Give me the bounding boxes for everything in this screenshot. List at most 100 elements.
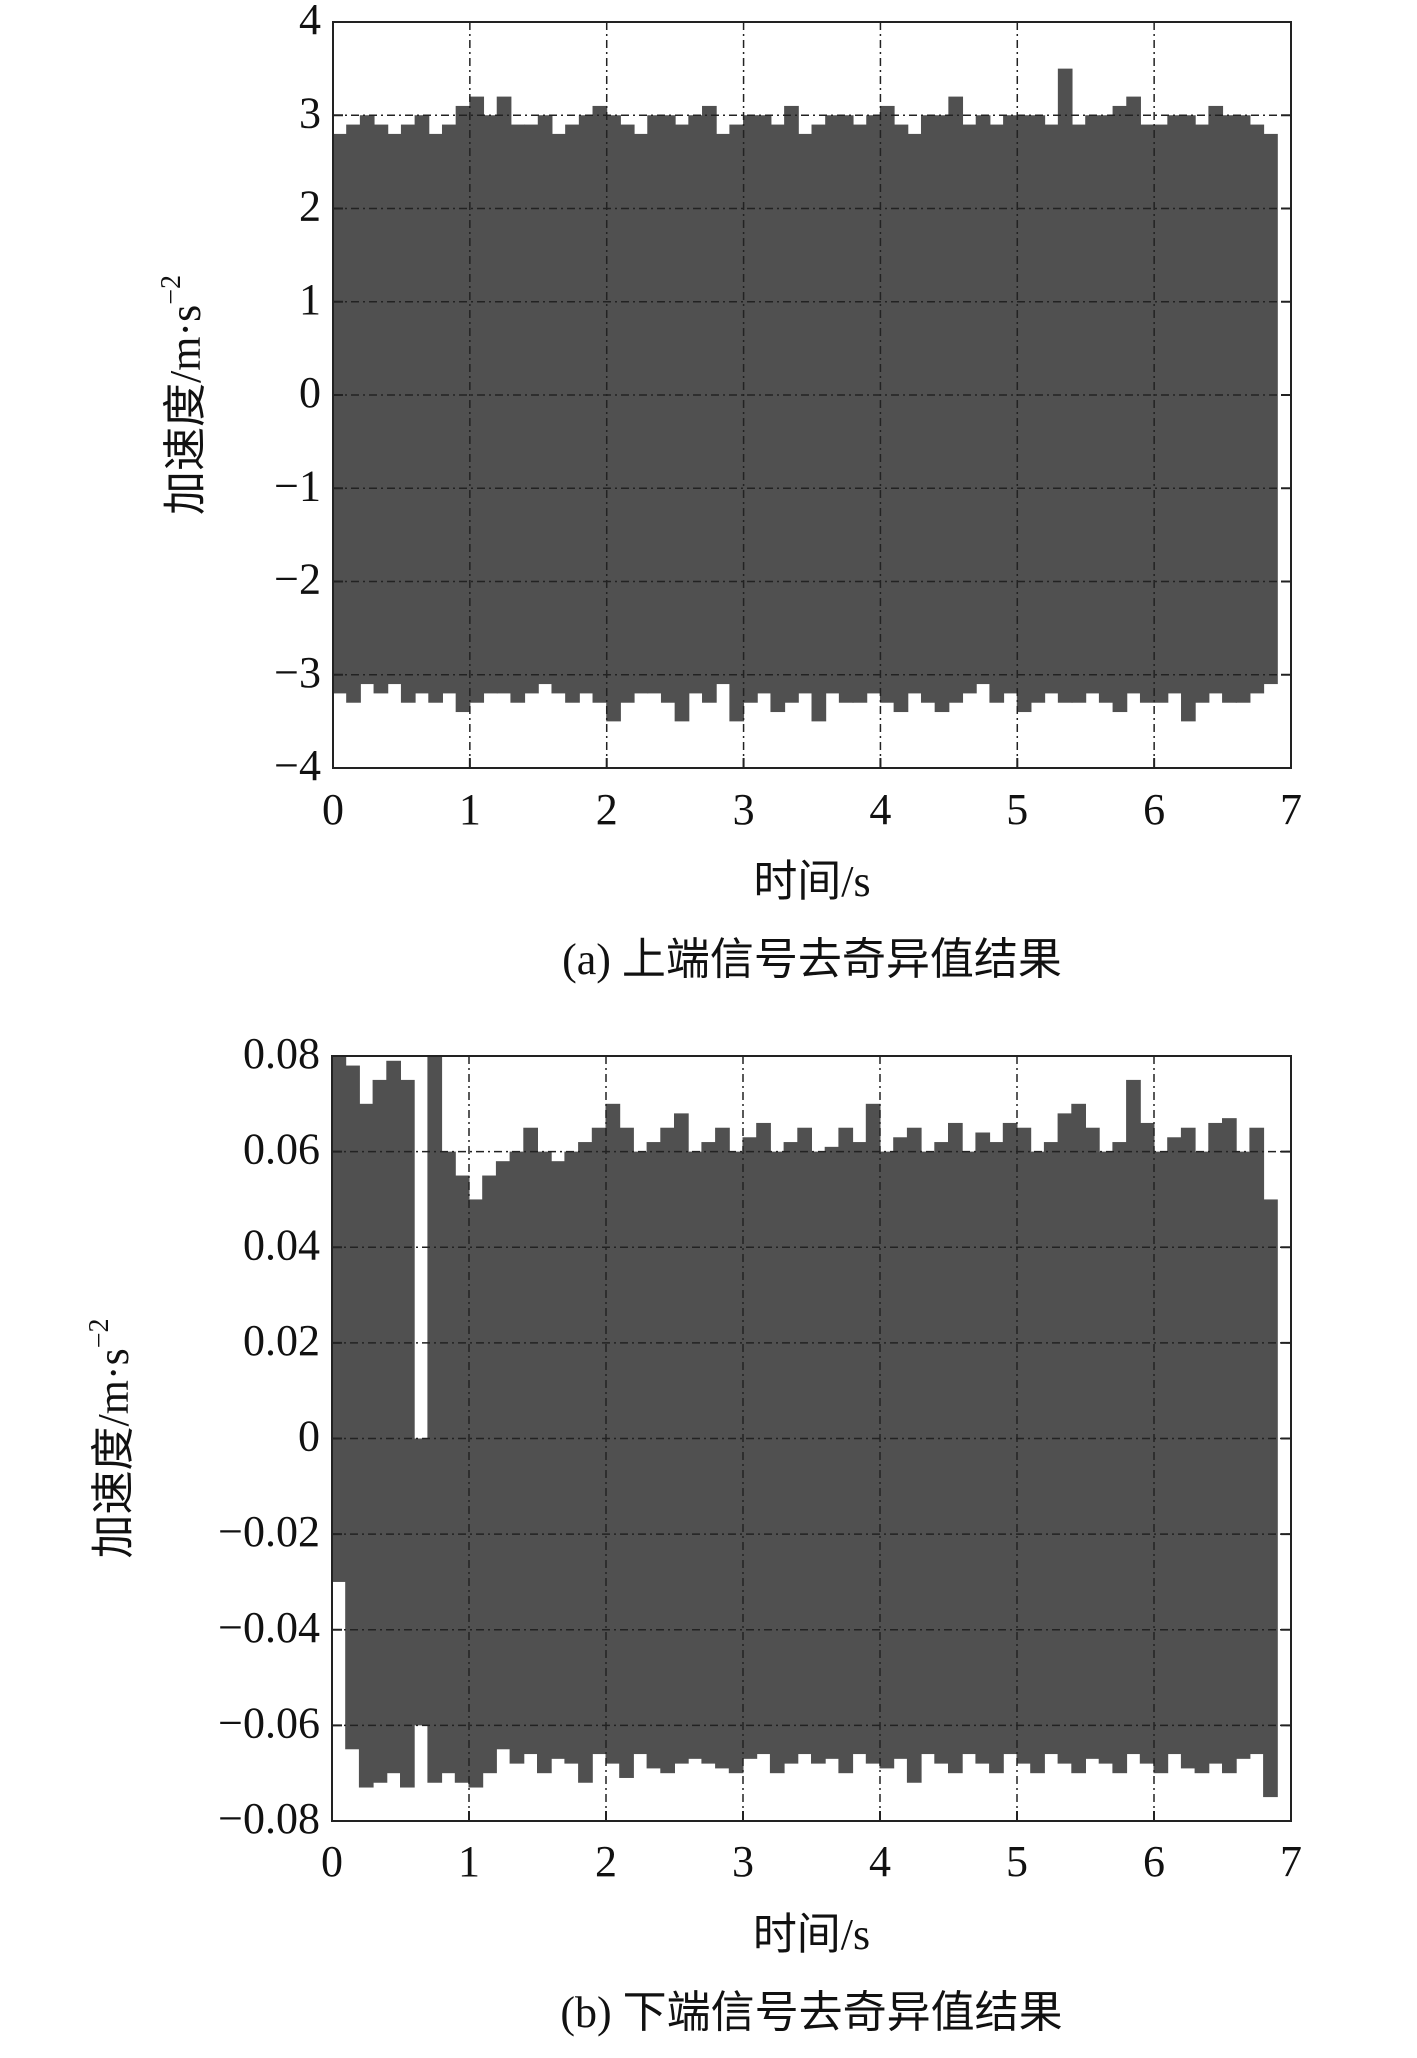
y-axis-label-text: 加速度/m·s [89, 1348, 138, 1558]
signal-bar [537, 1151, 552, 1774]
signal-bar [989, 1142, 1004, 1774]
signal-bar [728, 1151, 744, 1774]
signal-bar [783, 1142, 799, 1764]
signal-bar [1126, 1079, 1141, 1755]
signal-bar [687, 1151, 703, 1759]
y-tick-label: 4 [299, 0, 321, 44]
signal-bar [647, 115, 662, 694]
signal-bar [400, 1079, 415, 1788]
signal-bar [509, 1151, 525, 1764]
signal-bar [975, 115, 991, 685]
signal-bar [838, 115, 854, 703]
signal-bar [811, 124, 827, 722]
signal-bar [674, 124, 690, 722]
x-tick-label: 7 [1280, 1837, 1302, 1886]
signal-bar [852, 1142, 867, 1755]
signal-bar [1222, 115, 1237, 703]
signal-bar [1194, 1151, 1210, 1774]
x-tick-label: 2 [595, 1837, 617, 1886]
signal-bar [400, 124, 416, 703]
signal-bar [1085, 1127, 1100, 1759]
signal-bar [715, 1127, 730, 1769]
signal-bar [1208, 105, 1224, 694]
signal-bar [1249, 124, 1265, 694]
signal-bar [743, 115, 758, 703]
y-axis-label-sup: −2 [84, 1318, 115, 1348]
y-tick-label: −2 [274, 555, 321, 604]
signal-bar [824, 1146, 840, 1759]
signal-bar [510, 124, 526, 703]
signal-bar [1098, 115, 1114, 703]
signal-bar [1263, 1199, 1278, 1798]
signal-bar [1139, 124, 1155, 703]
y-tick-label: −3 [274, 648, 321, 697]
signal-bar [825, 115, 840, 694]
signal-bar [866, 115, 881, 694]
signal-bar [372, 1079, 388, 1783]
signal-bar [359, 115, 375, 685]
x-tick-label: 0 [322, 785, 344, 834]
signal-bar [1222, 1118, 1237, 1774]
y-tick-label: −0.08 [218, 1794, 320, 1843]
signal-bar [1030, 1151, 1045, 1774]
signal-bar [454, 1175, 470, 1783]
signal-bar [962, 124, 977, 694]
signal-bar [1208, 1122, 1223, 1764]
x-tick-label: 2 [596, 785, 618, 834]
signal-bar [564, 1151, 580, 1764]
x-tick-label: 6 [1143, 785, 1165, 834]
signal-bar [893, 124, 909, 713]
signal-bar [1098, 1151, 1114, 1764]
signal-bar [331, 1056, 347, 1582]
signal-bar [1112, 1142, 1128, 1774]
signal-bar [770, 124, 786, 713]
signal-bar [578, 115, 594, 694]
signal-bar [523, 1127, 538, 1755]
y-tick-label: 1 [299, 275, 321, 324]
signal-bar [1126, 96, 1141, 694]
signal-bar [906, 1127, 922, 1783]
y-tick-label: 2 [299, 182, 321, 231]
signal-bar [496, 96, 512, 694]
signal-bar [879, 1151, 895, 1769]
signal-bar [469, 96, 485, 703]
signal-bar [1153, 124, 1169, 703]
signal-bar [1071, 124, 1087, 703]
caption: (a) 上端信号去奇异值结果 [562, 935, 1062, 984]
signal-bar [920, 1151, 936, 1755]
signal-bar [1167, 1137, 1182, 1755]
signal-bar [537, 115, 553, 685]
signal-bar [948, 1122, 963, 1774]
y-tick-label: −4 [274, 741, 321, 790]
y-axis-label-text: 加速度/m·s [161, 305, 210, 515]
signal-bar [756, 1122, 771, 1755]
y-tick-label: 0 [299, 368, 321, 417]
signal-bar [1235, 1151, 1251, 1759]
signal-bar [907, 133, 922, 694]
x-tick-label: 1 [459, 785, 481, 834]
signal-bar [838, 1127, 854, 1774]
signal-bar [934, 115, 950, 713]
signal-bar [1194, 124, 1210, 703]
signal-bar [1153, 1151, 1169, 1774]
y-tick-label: −0.04 [218, 1603, 320, 1652]
signal-bar [483, 115, 498, 694]
y-axis-label-sup: −2 [156, 275, 187, 305]
x-tick-label: 7 [1280, 785, 1302, 834]
signal-bar [551, 133, 567, 694]
x-tick-label: 4 [869, 785, 891, 834]
signal-bar [729, 124, 745, 722]
signal-bar [1003, 115, 1018, 694]
signal-bar [1139, 1122, 1155, 1764]
y-tick-label: 0.08 [243, 1029, 320, 1078]
signal-bar [619, 1127, 634, 1778]
signal-bar [797, 133, 813, 694]
signal-bar [427, 1056, 443, 1783]
plot-frame [332, 21, 1292, 769]
signal-bar [565, 124, 580, 703]
signal-bar [619, 124, 635, 703]
x-tick-label: 0 [321, 1837, 343, 1886]
x-tick-label: 3 [732, 1837, 754, 1886]
signal-bar [414, 115, 430, 694]
